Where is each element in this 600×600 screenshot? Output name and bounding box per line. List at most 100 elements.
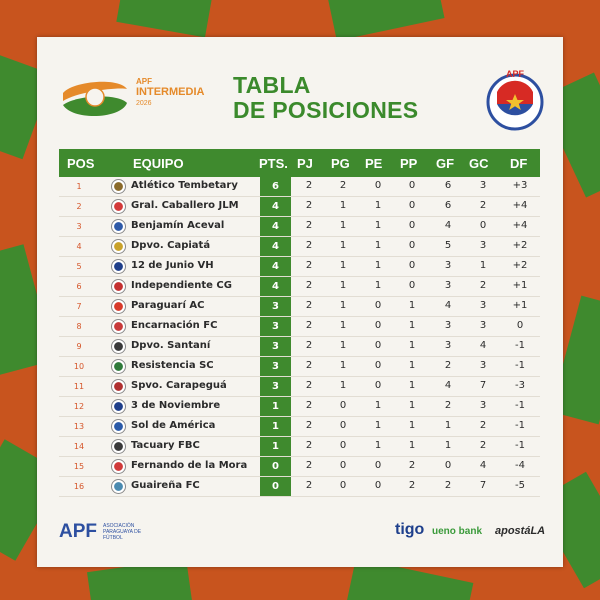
cell-pts: 4	[260, 217, 291, 236]
cell-team: Encarnación FC	[131, 320, 218, 331]
cell-pts: 1	[260, 437, 291, 456]
cell-pj: 2	[305, 200, 313, 211]
cell-pe: 0	[374, 360, 382, 371]
team-badge-icon	[111, 299, 126, 314]
table-row: 12 3 de Noviembre 1 2 0 1 1 2 3 -1	[59, 397, 540, 417]
cell-pg: 0	[339, 420, 347, 431]
cell-pj: 2	[305, 300, 313, 311]
cell-gc: 1	[479, 260, 487, 271]
cell-gf: 1	[444, 420, 452, 431]
col-pos: POS	[67, 156, 95, 171]
col-team: EQUIPO	[133, 156, 184, 171]
cell-pts: 3	[260, 317, 291, 336]
cell-gc: 3	[479, 180, 487, 191]
cell-gc: 3	[479, 320, 487, 331]
cell-df: -3	[515, 380, 525, 391]
col-pj: PJ	[297, 156, 313, 171]
team-badge-icon	[111, 479, 126, 494]
table-row: 4 Dpvo. Capiatá 4 2 1 1 0 5 3 +2	[59, 237, 540, 257]
cell-pts: 3	[260, 377, 291, 396]
cell-pg: 0	[339, 460, 347, 471]
cell-pj: 2	[305, 260, 313, 271]
cell-pp: 1	[408, 420, 416, 431]
cell-gf: 3	[444, 340, 452, 351]
cell-gf: 2	[444, 400, 452, 411]
cell-pp: 1	[408, 440, 416, 451]
team-badge-icon	[111, 399, 126, 414]
cell-pj: 2	[305, 220, 313, 231]
cell-pj: 2	[305, 180, 313, 191]
cell-pts: 3	[260, 337, 291, 356]
cell-pe: 1	[374, 240, 382, 251]
team-badge-icon	[111, 379, 126, 394]
cell-team: Guaireña FC	[131, 480, 200, 491]
cell-pts: 6	[260, 177, 291, 196]
cell-team: Fernando de la Mora	[131, 460, 248, 471]
cell-pos: 7	[76, 302, 82, 311]
footer-association: ASOCIACIÓN PARAGUAYA DE FÚTBOL	[103, 523, 142, 541]
cell-pp: 0	[408, 260, 416, 271]
table-row: 2 Gral. Caballero JLM 4 2 1 1 0 6 2 +4	[59, 197, 540, 217]
cell-pts: 4	[260, 277, 291, 296]
table-row: 14 Tacuary FBC 1 2 0 1 1 1 2 -1	[59, 437, 540, 457]
league-year: 2026	[136, 100, 152, 107]
cell-team: Paraguarí AC	[131, 300, 205, 311]
cell-pg: 2	[339, 180, 347, 191]
cell-pts: 1	[260, 397, 291, 416]
cell-pg: 1	[339, 240, 347, 251]
table-row: 11 Spvo. Carapeguá 3 2 1 0 1 4 7 -3	[59, 377, 540, 397]
cell-pg: 1	[339, 340, 347, 351]
cell-pos: 15	[73, 462, 85, 471]
team-badge-icon	[111, 339, 126, 354]
footer-apf-logo: APF	[59, 521, 97, 542]
cell-pj: 2	[305, 320, 313, 331]
cell-gf: 6	[444, 200, 452, 211]
cell-gc: 3	[479, 360, 487, 371]
league-top-label: APF	[136, 77, 152, 86]
cell-pg: 1	[339, 360, 347, 371]
cell-pts: 4	[260, 237, 291, 256]
table-row: 7 Paraguarí AC 3 2 1 0 1 4 3 +1	[59, 297, 540, 317]
cell-pg: 1	[339, 260, 347, 271]
cell-gc: 2	[479, 420, 487, 431]
cell-pj: 2	[305, 460, 313, 471]
cell-team: Resistencia SC	[131, 360, 214, 371]
table-header: POS EQUIPO PTS. PJ PG PE PP GF GC DF	[59, 149, 540, 177]
table-row: 13 Sol de América 1 2 0 1 1 1 2 -1	[59, 417, 540, 437]
page-title: TABLA DE POSICIONES	[233, 73, 418, 123]
cell-pg: 0	[339, 480, 347, 491]
cell-pe: 0	[374, 320, 382, 331]
cell-pts: 3	[260, 357, 291, 376]
cell-pe: 0	[374, 340, 382, 351]
table-row: 1 Atlético Tembetary 6 2 2 0 0 6 3 +3	[59, 177, 540, 197]
cell-pos: 9	[76, 342, 82, 351]
cell-pe: 0	[374, 380, 382, 391]
team-badge-icon	[111, 279, 126, 294]
table-body: 1 Atlético Tembetary 6 2 2 0 0 6 3 +3 2 Gral. Cabal…	[59, 177, 540, 497]
cell-pos: 2	[76, 202, 82, 211]
col-pe: PE	[365, 156, 383, 171]
cell-df: -1	[515, 400, 525, 411]
cell-gf: 2	[444, 360, 452, 371]
cell-pe: 1	[374, 260, 382, 271]
cell-pos: 11	[73, 382, 85, 391]
cell-pts: 0	[260, 457, 291, 476]
cell-team: Dpvo. Santaní	[131, 340, 211, 351]
team-badge-icon	[111, 259, 126, 274]
cell-gf: 4	[444, 380, 452, 391]
cell-gf: 4	[444, 220, 452, 231]
cell-pg: 1	[339, 300, 347, 311]
cell-pts: 1	[260, 417, 291, 436]
cell-gc: 7	[479, 480, 487, 491]
col-gc: GC	[469, 156, 489, 171]
cell-pos: 13	[73, 422, 85, 431]
cell-pe: 1	[374, 440, 382, 451]
cell-pos: 6	[76, 282, 82, 291]
table-row: 8 Encarnación FC 3 2 1 0 1 3 3 0	[59, 317, 540, 337]
league-name: INTERMEDIA	[136, 86, 205, 98]
cell-pp: 0	[408, 240, 416, 251]
title-line-1: TABLA	[233, 72, 311, 98]
team-badge-icon	[111, 179, 126, 194]
cell-pts: 4	[260, 197, 291, 216]
cell-pe: 1	[374, 220, 382, 231]
